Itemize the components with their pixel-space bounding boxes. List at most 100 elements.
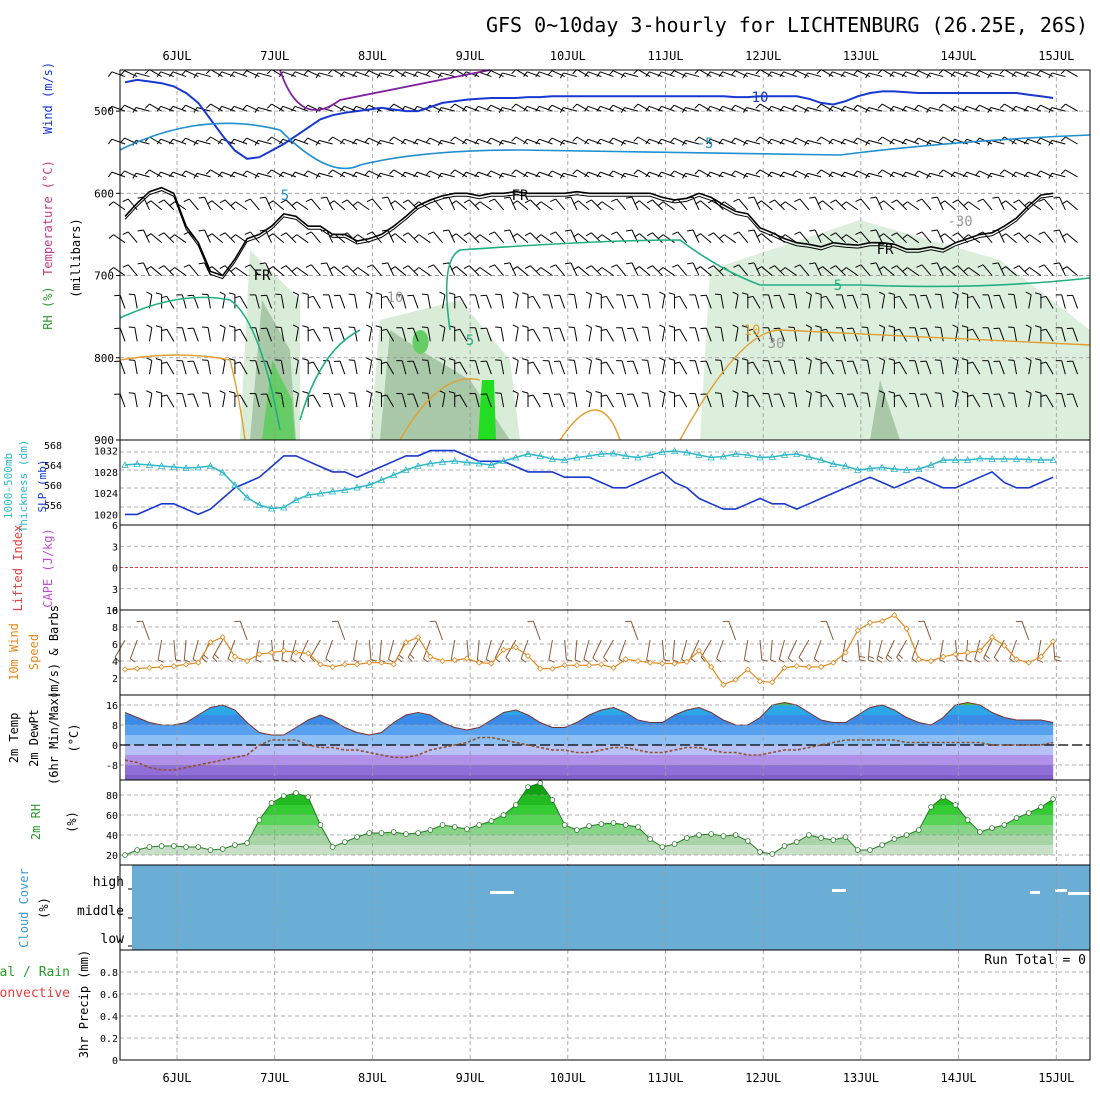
day-label-top: 13JUL — [843, 49, 879, 63]
wind-barb-flag — [934, 392, 941, 394]
wind-barb — [600, 71, 614, 78]
wind-barb — [429, 170, 443, 178]
wind-barb-flag — [600, 295, 607, 299]
wind-barb-flag — [1025, 324, 1032, 328]
wind-barb-flag — [914, 137, 919, 143]
wind-barb — [149, 169, 162, 178]
wind-barb — [1045, 296, 1054, 309]
rh-marker — [354, 834, 360, 840]
wind-barb-flag — [128, 326, 135, 329]
wind-barb — [784, 201, 797, 211]
wind-barb — [372, 264, 382, 276]
thickness-marker — [683, 448, 691, 456]
wind-barb-flag — [486, 137, 492, 143]
wind-barb-flag — [389, 169, 395, 175]
wind-barb — [630, 621, 639, 641]
wind-barb-flag — [584, 106, 589, 112]
wind-barb — [987, 294, 993, 309]
wind-barb — [852, 393, 859, 408]
wind-barb-flag — [290, 658, 297, 663]
wind-barb — [606, 361, 614, 375]
wind-barb-flag — [156, 171, 162, 178]
wind-barb-flag — [184, 659, 191, 663]
wind-barb — [111, 171, 126, 178]
rh-marker — [342, 839, 348, 845]
rh-tick: 20 — [106, 851, 118, 862]
wind-barb — [954, 138, 968, 145]
wind-barb — [442, 360, 446, 375]
wind-barb-flag — [244, 264, 251, 268]
wind-barb-flag — [748, 229, 755, 232]
day-label-bottom: 8JUL — [358, 1071, 387, 1085]
wind-speed-marker — [280, 647, 287, 654]
wind-barb-flag — [744, 659, 750, 663]
thickness-marker — [793, 450, 801, 457]
wind-barb-flag — [733, 264, 740, 268]
wind-barb — [867, 294, 871, 309]
wind-speed-marker — [940, 653, 947, 660]
wind-barb-flag — [718, 106, 723, 112]
wind-barb — [401, 327, 407, 342]
wind-barb-flag — [230, 138, 235, 145]
wind-barb-flag — [975, 170, 980, 176]
wind-barb-flag — [389, 266, 396, 271]
wind-barb-flag — [730, 170, 736, 176]
wind-barb-flag — [273, 659, 280, 662]
wind-barb — [372, 231, 382, 243]
wind-barb-flag — [156, 106, 162, 112]
wind-barb-flag — [755, 103, 761, 109]
wind-barb — [591, 232, 602, 244]
freezing-level-line — [124, 186, 1054, 277]
wind-barb — [207, 360, 211, 375]
wind-barb-flag — [756, 233, 762, 238]
wind-barb — [163, 265, 175, 276]
wind-barb — [465, 105, 480, 112]
wind-barb-flag — [228, 391, 236, 394]
y-axis-label: 3hr Precip (mm) — [77, 950, 91, 1058]
wind-barb-flag — [328, 200, 335, 205]
wind-barb — [857, 170, 871, 178]
wind-barb-flag — [868, 659, 875, 663]
wind-barb-flag — [1024, 201, 1030, 206]
wind-barb — [710, 138, 724, 145]
wind-barb — [296, 201, 309, 211]
wind-barb — [526, 171, 541, 178]
wind-barb-flag — [870, 262, 877, 265]
wind-barb-flag — [454, 394, 461, 397]
wind-barb-flag — [600, 328, 607, 332]
temp-tick: -8 — [106, 761, 118, 772]
wind-barb — [1027, 105, 1042, 112]
wind-barb-flag — [657, 106, 662, 112]
wind-barb — [972, 361, 981, 375]
day-label-top: 7JUL — [260, 49, 289, 63]
wind-barb — [1065, 69, 1078, 78]
wind-barb — [796, 70, 810, 78]
rh-marker — [500, 812, 507, 818]
y-axis-label: (%) — [65, 811, 79, 833]
wind-barb-flag — [891, 232, 897, 237]
wind-barb-flag — [939, 233, 946, 238]
wind-barb — [332, 169, 346, 178]
wind-barb — [386, 361, 395, 375]
wind-speed-marker — [756, 678, 764, 685]
wind-barb-flag — [914, 104, 919, 111]
wind-barb-flag — [645, 138, 650, 145]
wind-barb-flag — [584, 171, 589, 178]
wind-barb — [1061, 360, 1066, 375]
wind-barb-flag — [977, 198, 984, 202]
contour-label: FR — [877, 242, 894, 258]
wind-barb-flag — [865, 72, 870, 79]
wind-barb-flag — [275, 392, 282, 394]
wind-barb — [587, 71, 602, 78]
temp-bands — [125, 702, 1054, 780]
wind-barb — [1021, 621, 1030, 641]
wind-barb-flag — [747, 361, 754, 365]
wind-barb — [929, 107, 944, 112]
thickness-marker — [1025, 455, 1033, 463]
wind-barb-flag — [291, 171, 296, 178]
wind-barb-flag — [364, 70, 370, 76]
wind-barb-flag — [1025, 291, 1032, 296]
wind-barb-flag — [585, 199, 592, 204]
wind-barb — [163, 199, 175, 211]
thickness-marker — [524, 450, 532, 457]
